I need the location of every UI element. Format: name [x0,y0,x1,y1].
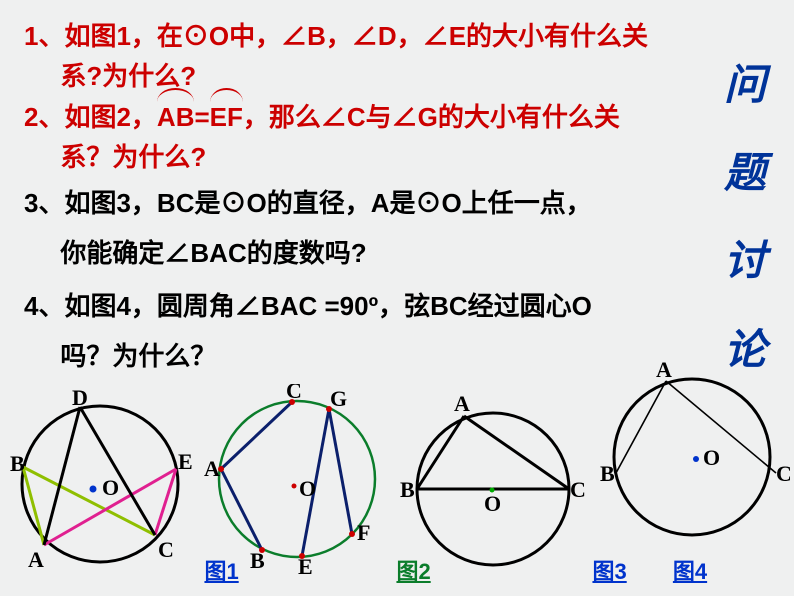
svg-text:O: O [484,491,501,516]
q4-line1: 4、如图4，圆周角∠BAC =90º，弦BC经过圆心O [24,291,592,321]
svg-text:O: O [703,445,720,470]
side-title: 问 题 讨 论 [724,42,766,395]
figures-row: DBEOAC 图1 CGAOFBE 图2 ABOC 图3 ABOC 图4 [0,356,794,586]
svg-text:E: E [178,449,193,474]
q1-line1: 1、如图1，在⊙O中，∠B，∠D，∠E的大小有什么关 [24,21,648,51]
svg-text:E: E [298,554,313,579]
svg-text:B: B [600,461,615,486]
q2-line2: 系？为什么? [24,137,694,177]
svg-text:O: O [102,475,119,500]
svg-text:B: B [250,548,265,573]
svg-text:G: G [330,386,347,411]
svg-text:A: A [454,391,470,416]
svg-text:C: C [570,477,586,502]
side-char-3: 讨 [724,218,766,306]
arc-ef: EF [210,97,243,137]
figure-2: CGAOFBE 图2 [202,384,431,586]
q3-line1: 3、如图3，BC是⊙O的直径，A是⊙O上任一点， [24,188,592,218]
fig4-label: 图4 [673,554,707,586]
svg-text:C: C [286,384,302,403]
figure-4: A B O C 图4 [586,357,794,586]
svg-text:C: C [158,537,174,562]
side-char-1: 问 [724,42,766,130]
arc-ab: AB [157,97,195,137]
svg-text:O: O [299,476,316,501]
side-char-2: 题 [724,130,766,218]
q2-line1b: ，那么∠C与∠G的大小有什么关 [243,102,620,132]
svg-text:B: B [400,477,415,502]
q3-line2: 你能确定∠BAC的度数吗? [24,233,694,273]
svg-text:A: A [204,456,220,481]
q2-eq: = [194,102,209,132]
svg-text:D: D [72,389,88,410]
q1-line2: 系?为什么? [24,56,694,96]
svg-text:A: A [656,357,672,382]
svg-text:C: C [776,461,790,486]
svg-text:B: B [10,451,25,476]
svg-text:F: F [357,520,370,545]
q2-line1a: 2、如图2， [24,102,157,132]
svg-text:A: A [28,547,44,572]
